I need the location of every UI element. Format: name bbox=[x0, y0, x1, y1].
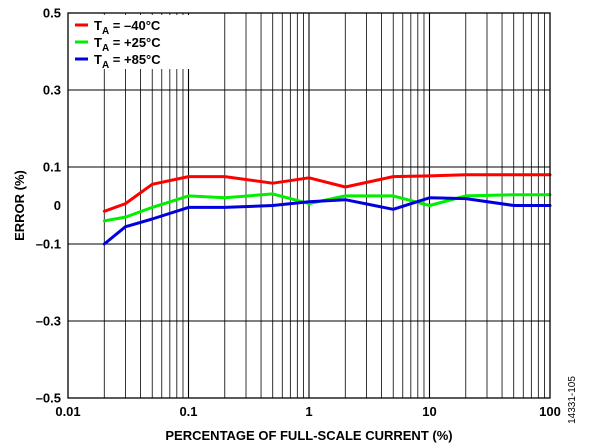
x-axis-title: PERCENTAGE OF FULL-SCALE CURRENT (%) bbox=[165, 428, 452, 443]
x-tick-label: 10 bbox=[422, 404, 436, 419]
x-tick-label: 0.01 bbox=[55, 404, 80, 419]
series-line-1 bbox=[102, 173, 552, 213]
figure-id: 14331-105 bbox=[567, 376, 578, 424]
y-tick-label: –0.5 bbox=[36, 391, 61, 406]
x-tick-label: 100 bbox=[539, 404, 561, 419]
legend: TA = –40°CTA = +25°CTA = +85°C bbox=[70, 15, 194, 71]
y-tick-label: 0 bbox=[54, 198, 61, 213]
y-tick-label: 0.5 bbox=[43, 6, 61, 21]
x-tick-label: 0.1 bbox=[179, 404, 197, 419]
series-line-3 bbox=[102, 196, 552, 246]
tick-labels: 0.5 0.3 0.1 0 –0.1 –0.3 –0.50.01 0.1 1 10 100 bbox=[36, 6, 561, 420]
y-tick-label: –0.3 bbox=[36, 314, 61, 329]
legend-label-3: TA = +85°C bbox=[94, 52, 161, 71]
series-lines bbox=[102, 173, 552, 246]
y-axis-title: ERROR (%) bbox=[12, 170, 27, 241]
legend-label-1: TA = –40°C bbox=[94, 18, 161, 37]
legend-box bbox=[70, 15, 194, 69]
x-tick-label: 1 bbox=[305, 404, 312, 419]
legend-label-2: TA = +25°C bbox=[94, 35, 161, 54]
y-tick-label: 0.1 bbox=[43, 160, 61, 175]
y-tick-label: 0.3 bbox=[43, 83, 61, 98]
plot-frame bbox=[67, 12, 551, 399]
y-tick-label: –0.1 bbox=[36, 237, 61, 252]
series-line-2 bbox=[102, 192, 552, 223]
